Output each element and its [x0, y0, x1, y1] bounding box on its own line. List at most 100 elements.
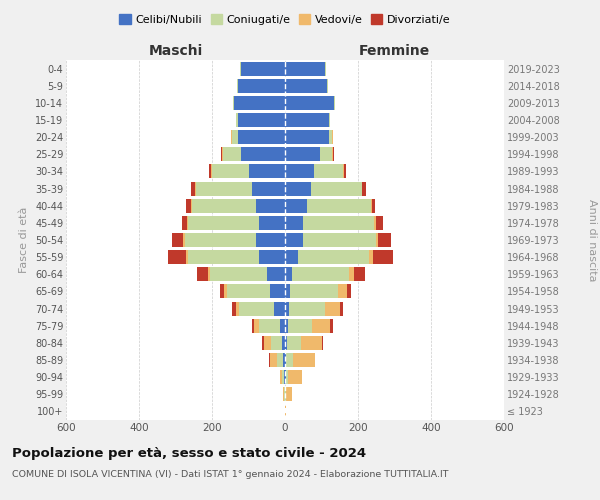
Bar	[191, 182, 195, 196]
Bar	[187, 216, 188, 230]
Bar	[285, 96, 334, 110]
Bar	[329, 130, 332, 144]
Bar	[301, 336, 322, 350]
Y-axis label: Fasce di età: Fasce di età	[19, 207, 29, 273]
Bar	[277, 353, 283, 367]
Bar	[343, 164, 344, 178]
Bar	[232, 130, 238, 144]
Text: Femmine: Femmine	[359, 44, 430, 59]
Bar	[239, 302, 274, 316]
Bar	[285, 216, 303, 230]
Bar	[172, 233, 183, 247]
Text: Anni di nascita: Anni di nascita	[587, 198, 597, 281]
Bar	[285, 336, 287, 350]
Bar	[274, 302, 285, 316]
Bar	[197, 268, 208, 281]
Bar	[185, 233, 256, 247]
Text: COMUNE DI ISOLA VICENTINA (VI) - Dati ISTAT 1° gennaio 2024 - Elaborazione TUTTI: COMUNE DI ISOLA VICENTINA (VI) - Dati IS…	[12, 470, 449, 479]
Bar	[325, 302, 340, 316]
Bar	[210, 268, 267, 281]
Bar	[183, 233, 185, 247]
Bar	[238, 130, 285, 144]
Bar	[311, 318, 330, 332]
Bar	[285, 353, 286, 367]
Bar	[378, 233, 391, 247]
Bar	[285, 62, 325, 76]
Bar	[256, 198, 285, 212]
Bar	[270, 353, 277, 367]
Bar	[259, 216, 285, 230]
Bar	[237, 78, 238, 92]
Bar	[285, 182, 311, 196]
Bar	[298, 250, 369, 264]
Text: Maschi: Maschi	[148, 44, 203, 59]
Bar	[287, 370, 302, 384]
Bar	[288, 318, 311, 332]
Bar	[252, 318, 254, 332]
Bar	[344, 164, 346, 178]
Bar	[241, 148, 285, 162]
Bar	[233, 96, 234, 110]
Bar	[285, 198, 307, 212]
Bar	[192, 198, 256, 212]
Bar	[232, 302, 236, 316]
Bar	[289, 302, 325, 316]
Bar	[329, 113, 330, 127]
Bar	[332, 148, 333, 162]
Bar	[285, 250, 298, 264]
Bar	[320, 148, 332, 162]
Bar	[303, 233, 376, 247]
Bar	[330, 318, 333, 332]
Bar	[188, 216, 259, 230]
Bar	[168, 250, 187, 264]
Bar	[333, 148, 334, 162]
Bar	[283, 370, 284, 384]
Bar	[362, 182, 366, 196]
Bar	[371, 198, 375, 212]
Bar	[340, 302, 343, 316]
Bar	[282, 336, 285, 350]
Bar	[224, 284, 227, 298]
Bar	[303, 216, 374, 230]
Bar	[373, 250, 392, 264]
Bar	[208, 268, 210, 281]
Bar	[236, 113, 238, 127]
Bar	[285, 284, 290, 298]
Bar	[238, 78, 285, 92]
Bar	[347, 284, 350, 298]
Bar	[285, 148, 320, 162]
Bar	[209, 164, 211, 178]
Bar	[241, 62, 285, 76]
Bar	[269, 353, 270, 367]
Bar	[191, 198, 192, 212]
Bar	[259, 250, 285, 264]
Bar	[334, 96, 335, 110]
Bar	[374, 216, 376, 230]
Bar	[314, 164, 343, 178]
Bar	[248, 164, 285, 178]
Bar	[262, 336, 264, 350]
Bar	[314, 353, 315, 367]
Legend: Celibi/Nubili, Coniugati/e, Vedovi/e, Divorziati/e: Celibi/Nubili, Coniugati/e, Vedovi/e, Di…	[115, 10, 455, 29]
Text: Popolazione per età, sesso e stato civile - 2024: Popolazione per età, sesso e stato civil…	[12, 448, 366, 460]
Bar	[307, 198, 371, 212]
Bar	[220, 284, 224, 298]
Bar	[254, 318, 259, 332]
Bar	[290, 284, 338, 298]
Bar	[283, 353, 285, 367]
Bar	[222, 148, 223, 162]
Bar	[280, 318, 285, 332]
Bar	[325, 62, 326, 76]
Bar	[376, 216, 383, 230]
Bar	[188, 250, 259, 264]
Bar	[212, 164, 248, 178]
Bar	[283, 388, 284, 402]
Bar	[322, 336, 323, 350]
Bar	[187, 250, 188, 264]
Bar	[223, 148, 241, 162]
Bar	[195, 182, 196, 196]
Bar	[376, 233, 378, 247]
Bar	[271, 336, 282, 350]
Bar	[221, 148, 222, 162]
Bar	[349, 268, 355, 281]
